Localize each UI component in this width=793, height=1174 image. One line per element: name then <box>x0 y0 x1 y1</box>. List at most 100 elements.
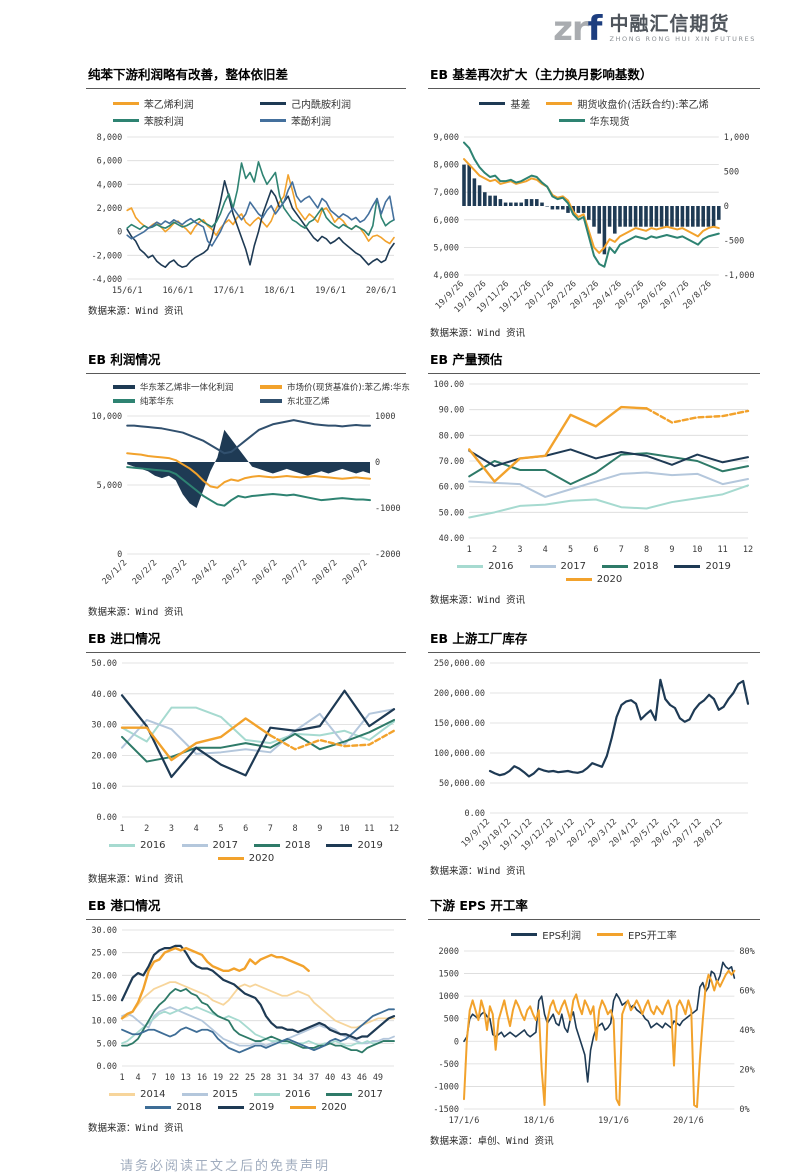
svg-text:150,000.00: 150,000.00 <box>434 719 485 729</box>
series-2020 <box>468 405 750 483</box>
data-source: 数据来源：卓创、Wind 资讯 <box>430 1136 554 1147</box>
svg-text:34: 34 <box>293 1073 303 1083</box>
legend-item: 苯乙烯利润 <box>99 96 246 111</box>
svg-text:-1500: -1500 <box>433 1105 459 1115</box>
svg-text:0: 0 <box>117 228 122 238</box>
svg-text:20/3/2: 20/3/2 <box>161 558 190 587</box>
svg-text:4,000: 4,000 <box>97 180 123 190</box>
legend-label: 2020 <box>596 574 623 585</box>
svg-text:6: 6 <box>593 545 598 555</box>
svg-text:0: 0 <box>117 550 122 560</box>
legend-label: 己内酰胺利润 <box>291 100 351 111</box>
legend-label: 2018 <box>176 1102 202 1113</box>
legend-label: 2020 <box>321 1102 347 1113</box>
svg-text:6,000: 6,000 <box>97 157 123 167</box>
svg-text:-500: -500 <box>439 1060 459 1070</box>
chart-canvas: 250,000.00 200,000.00 150,000.00 100,000.00… <box>434 659 750 853</box>
svg-text:50.00: 50.00 <box>439 508 465 518</box>
series-华东苯乙烯非一体化利润 <box>127 429 370 508</box>
svg-text:20/1/2: 20/1/2 <box>101 558 130 587</box>
svg-text:8,000: 8,000 <box>433 161 459 171</box>
svg-text:2: 2 <box>492 545 497 555</box>
svg-text:100.00: 100.00 <box>433 380 464 390</box>
legend-swatch <box>260 385 282 389</box>
legend-label: 苯乙烯利润 <box>143 100 194 111</box>
chart-canvas: 9,000 8,000 7,000 6,000 5,000 4,000 1,000 500 0 -… <box>433 133 754 315</box>
svg-text:18/1/6: 18/1/6 <box>524 1116 555 1126</box>
svg-text:43: 43 <box>341 1073 351 1083</box>
charts-row-2: EB 利润情况 华东苯乙烯非一体化利润 市场价(现货基准价):苯乙烯:华东 纯苯华东… <box>86 347 760 618</box>
svg-text:25: 25 <box>245 1073 255 1083</box>
legend-swatch <box>674 564 701 569</box>
legend-item: 2017 <box>181 840 238 851</box>
legend-swatch <box>109 1092 136 1097</box>
legend-label: 2018 <box>285 840 311 851</box>
legend-item: 2015 <box>181 1089 238 1100</box>
svg-text:5,000: 5,000 <box>97 481 123 491</box>
legend-swatch <box>260 118 286 123</box>
legend-item: 华东苯乙烯非一体化利润 <box>99 381 246 393</box>
legend-item: 2020 <box>565 574 623 585</box>
charts-row-4: EB 港口情况 2014 2015 2016 2017 2018 2019 2020 30.… <box>86 893 760 1147</box>
grid: 2000 1500 1000 500 0 -500 -1000 -1500 80% 60% 40% 2… <box>433 947 754 1115</box>
legend-label: 2014 <box>140 1089 166 1100</box>
svg-text:-1000: -1000 <box>375 504 401 514</box>
chart-legend: 2016 2017 2018 2019 2020 <box>86 839 406 865</box>
legend-label: 2015 <box>212 1089 238 1100</box>
svg-text:5: 5 <box>568 545 573 555</box>
svg-text:25.00: 25.00 <box>91 949 117 959</box>
data-source: 数据来源：Wind 资讯 <box>88 1123 184 1134</box>
svg-text:9,000: 9,000 <box>433 133 459 143</box>
series-2018 <box>121 718 395 763</box>
legend-label: 期货收盘价(活跃合约):苯乙烯 <box>577 100 709 111</box>
svg-text:5: 5 <box>218 824 223 834</box>
svg-text:0: 0 <box>375 458 380 468</box>
svg-text:1: 1 <box>467 545 472 555</box>
series-2018 <box>121 1008 395 1054</box>
svg-text:6: 6 <box>243 824 248 834</box>
legend-label: 苯酚利润 <box>291 117 331 128</box>
legend-label: 2019 <box>705 561 731 572</box>
chart-title: EB 基差再次扩大（主力换月影响基数） <box>428 62 760 89</box>
series-2017 <box>468 471 749 498</box>
svg-text:20/5/2: 20/5/2 <box>221 558 250 587</box>
series-基差 <box>462 164 721 255</box>
svg-text:100,000.00: 100,000.00 <box>434 749 485 759</box>
svg-text:9: 9 <box>669 545 674 555</box>
grid: 8,000 6,000 4,000 2,000 0 -2,000 -4,000 <box>91 133 394 285</box>
svg-text:1500: 1500 <box>439 970 459 980</box>
legend-item: 2020 <box>290 1102 347 1113</box>
data-source: 数据来源：Wind 资讯 <box>88 607 184 618</box>
grid: 100.00 90.00 80.00 70.00 60.00 50.00 40.00 <box>433 380 748 544</box>
svg-text:49: 49 <box>373 1073 383 1083</box>
chart-title: EB 港口情况 <box>86 893 406 920</box>
series-EPS开工率 <box>463 969 736 1109</box>
legend-swatch <box>326 843 353 848</box>
svg-text:40.00: 40.00 <box>439 534 465 544</box>
svg-text:15/6/1: 15/6/1 <box>112 286 143 296</box>
series-2018 <box>468 452 749 486</box>
logo-zr: zr <box>553 9 589 49</box>
svg-text:10,000: 10,000 <box>91 412 122 422</box>
svg-text:0%: 0% <box>739 1105 749 1115</box>
svg-text:500: 500 <box>724 168 739 178</box>
svg-text:5,000: 5,000 <box>433 243 459 253</box>
charts-row-3: EB 进口情况 2016 2017 2018 2019 2020 50.00 40.00 3… <box>86 626 760 885</box>
legend-item: 2016 <box>254 1089 310 1100</box>
legend-item: 2017 <box>326 1089 383 1100</box>
svg-text:31: 31 <box>277 1073 287 1083</box>
series-2017 <box>121 988 395 1054</box>
legend-swatch <box>217 1105 244 1110</box>
svg-text:16/6/1: 16/6/1 <box>163 286 194 296</box>
legend-item: 2017 <box>529 561 586 572</box>
svg-text:37: 37 <box>309 1073 319 1083</box>
svg-text:18/6/1: 18/6/1 <box>264 286 295 296</box>
chart-block-eps-operating-rate: 下游 EPS 开工率 EPS利润 EPS开工率 2000 1500 1000 500 0 -… <box>428 893 760 1147</box>
legend-item: 2016 <box>457 561 514 572</box>
svg-text:7: 7 <box>152 1073 157 1083</box>
svg-text:1: 1 <box>119 1073 124 1083</box>
svg-text:60%: 60% <box>739 987 754 997</box>
